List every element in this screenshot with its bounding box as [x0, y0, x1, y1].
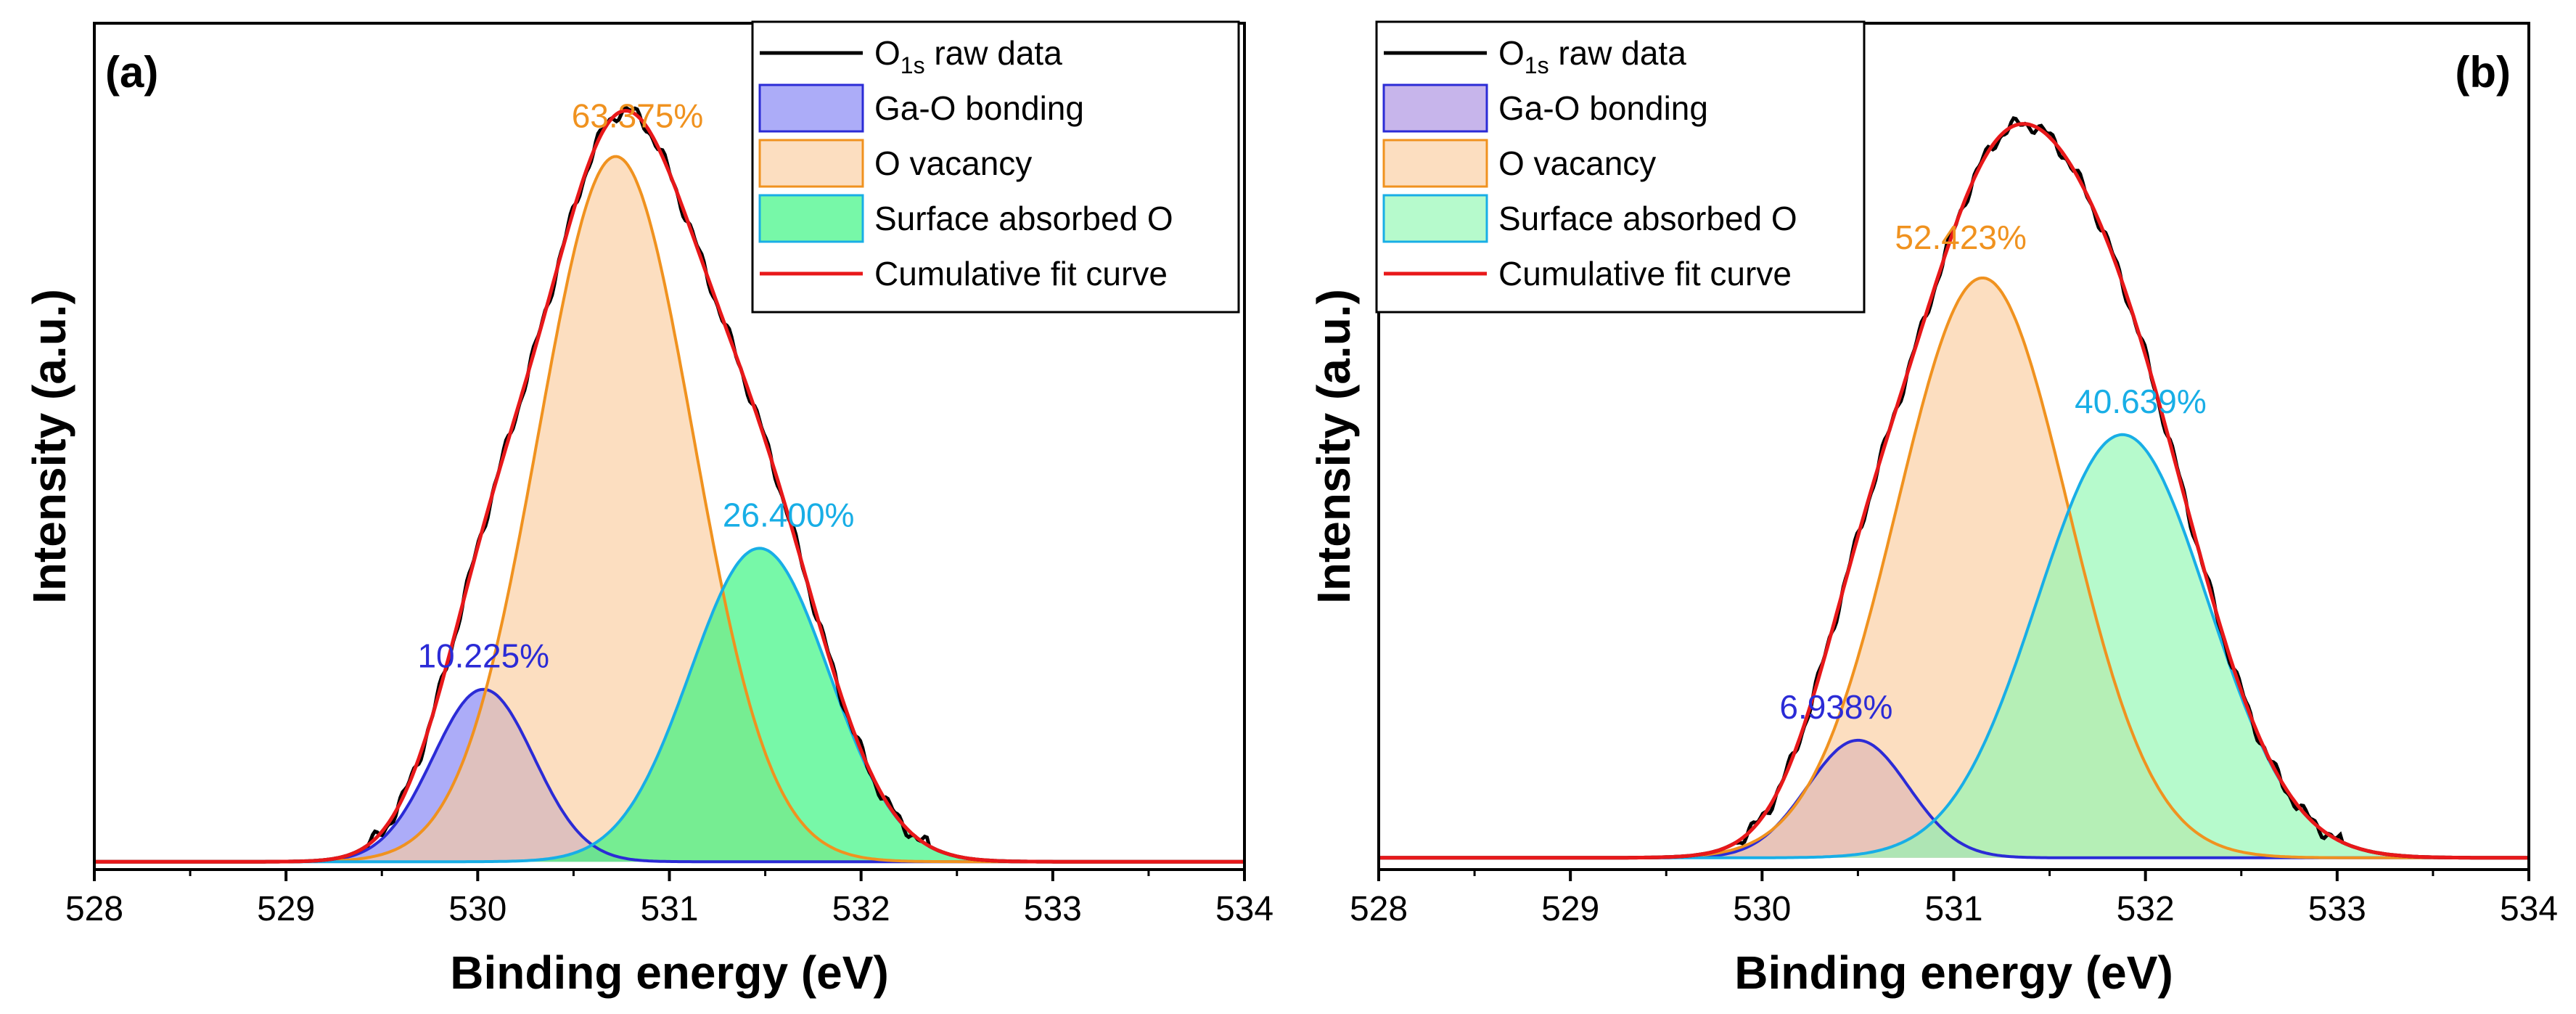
legend-label-raw-data: O1s raw data — [874, 34, 1062, 78]
x-tick-label: 531 — [640, 890, 698, 928]
cumulative-fit-line — [94, 108, 1244, 864]
x-tick-label: 530 — [1733, 890, 1791, 928]
x-tick-label: 534 — [1215, 890, 1273, 928]
legend-raw-main: O — [1498, 34, 1525, 72]
cumulative-fit-line — [1379, 122, 2529, 860]
legend-swatch-3 — [1382, 194, 1488, 243]
percentage-label-2: 52.423% — [1895, 218, 2027, 256]
panel-label: (a) — [105, 48, 158, 97]
legend-label-fit: Cumulative fit curve — [874, 255, 1168, 293]
percentage-label-3: 26.400% — [723, 496, 855, 533]
y-axis-title: Intensity (a.u.) — [23, 289, 75, 604]
legend-label-2: O vacancy — [1498, 144, 1656, 182]
x-tick-label: 531 — [1924, 890, 1982, 928]
legend-label-1: Ga-O bonding — [1498, 89, 1708, 127]
x-tick-label: 532 — [2117, 890, 2175, 928]
x-axis-title: Binding energy (eV) — [450, 946, 889, 999]
legend-raw-rest: raw data — [1549, 34, 1687, 72]
legend-label-3: Surface absorbed O — [1498, 200, 1797, 237]
legend-label-3: Surface absorbed O — [874, 200, 1173, 237]
x-tick-label: 529 — [257, 890, 315, 928]
percentage-label-3: 40.639% — [2075, 383, 2207, 420]
legend-swatch-1 — [1382, 83, 1488, 133]
legend-raw-subscript: 1s — [901, 52, 925, 78]
x-tick-label: 528 — [65, 890, 123, 928]
x-axis-title: Binding energy (eV) — [1734, 946, 2173, 999]
legend-label-1: Ga-O bonding — [874, 89, 1084, 127]
x-tick-label: 534 — [2500, 890, 2558, 928]
panel-label: (b) — [2455, 48, 2511, 97]
legend-raw-subscript: 1s — [1525, 52, 1549, 78]
legend-raw-rest: raw data — [925, 34, 1063, 72]
x-tick-label: 533 — [2308, 890, 2366, 928]
percentage-label-1: 6.938% — [1779, 688, 1892, 726]
x-tick-label: 528 — [1350, 890, 1408, 928]
percentage-label-1: 10.225% — [417, 637, 549, 675]
legend-swatch-1 — [758, 83, 864, 133]
y-axis-title: Intensity (a.u.) — [1308, 289, 1360, 604]
legend: O1s raw data Ga-O bonding O vacancy Surface… — [1375, 20, 1866, 314]
peak-fill-3 — [1379, 434, 2529, 858]
peak-fill-3 — [94, 548, 1244, 862]
x-tick-label: 533 — [1024, 890, 1082, 928]
x-tick-label: 532 — [832, 890, 890, 928]
panel-a: 10.225% 63.375% 26.400% 528 529 530 531 532 533 5… — [23, 20, 1273, 999]
x-tick-label: 530 — [448, 890, 506, 928]
panel-b: 6.938% 52.423% 40.639% 528 529 530 531 532 533 53… — [1308, 20, 2558, 999]
x-tick-label: 529 — [1541, 890, 1599, 928]
legend-label-raw-data: O1s raw data — [1498, 34, 1686, 78]
legend-swatch-3 — [758, 194, 864, 243]
legend-swatch-2 — [758, 139, 864, 188]
peak-fill-2 — [1379, 278, 2529, 858]
legend-swatch-2 — [1382, 139, 1488, 188]
peak-fill-2 — [94, 156, 1244, 862]
legend: O1s raw data Ga-O bonding O vacancy Surface… — [751, 20, 1240, 314]
percentage-label-2: 63.375% — [572, 97, 704, 135]
legend-label-fit: Cumulative fit curve — [1498, 255, 1792, 293]
legend-label-2: O vacancy — [874, 144, 1032, 182]
legend-raw-main: O — [874, 34, 901, 72]
